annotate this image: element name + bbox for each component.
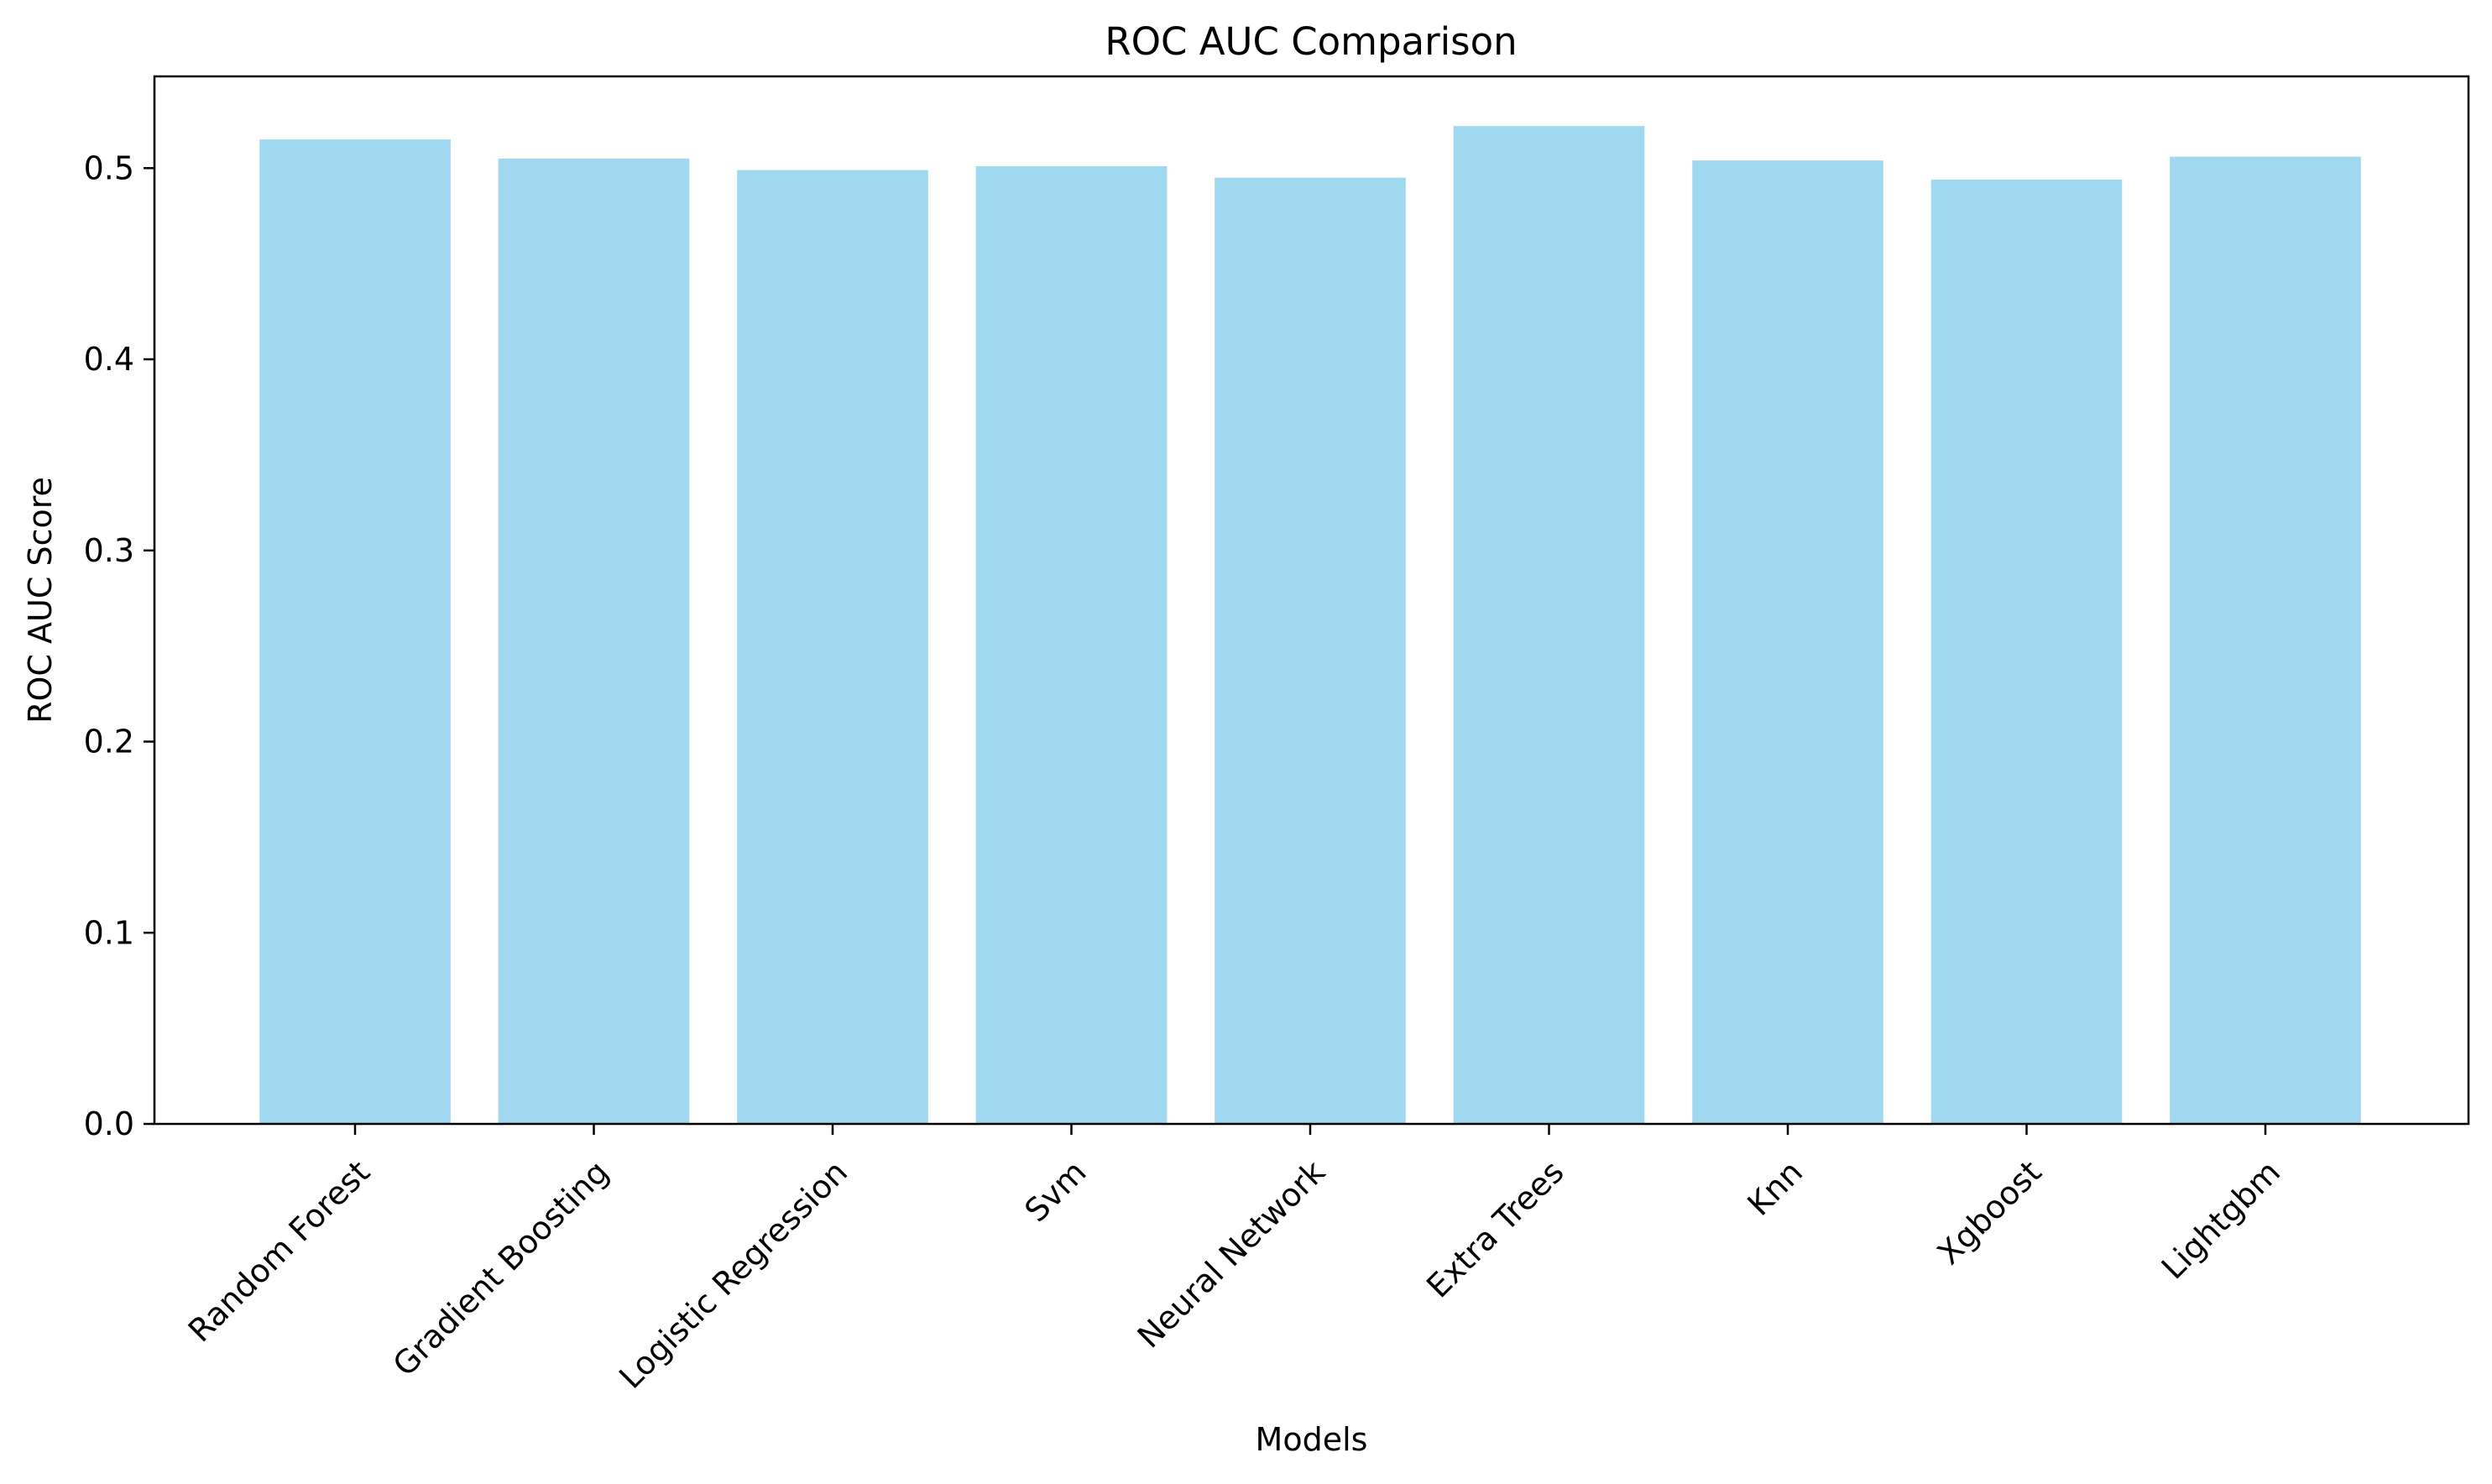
y-tick-label-5: 0.5 [84, 149, 134, 186]
y-tick-label-0: 0.0 [84, 1105, 134, 1142]
bar-svm [975, 166, 1168, 1124]
bar-random-forest [259, 139, 451, 1124]
bar-logistic-regression [737, 170, 928, 1124]
y-tick-label-2: 0.2 [84, 724, 134, 760]
x-tick-label-random-forest: Random Forest [181, 1153, 377, 1349]
bar-gradient-boosting [498, 158, 690, 1124]
bar-lightgbm [2170, 156, 2361, 1124]
bar-neural-network [1215, 177, 1406, 1125]
x-tick-label-svm: Svm [1017, 1153, 1093, 1229]
y-tick-label-3: 0.3 [84, 532, 134, 569]
x-tick-label-knn: Knn [1740, 1153, 1810, 1223]
bar-extra-trees [1453, 126, 1645, 1125]
plot-frame [153, 75, 2470, 1126]
bar-xgboost [1930, 179, 2123, 1124]
bars-layer [259, 126, 2361, 1125]
x-tick-label-logistic-regression: Logistic Regression [612, 1153, 854, 1396]
x-tick-label-neural-network: Neural Network [1131, 1153, 1332, 1355]
y-axis-ticks: 0.0 0.1 0.2 0.3 0.4 0.5 [84, 149, 154, 1142]
y-axis-label: ROC AUC Score [22, 477, 59, 724]
chart-title: ROC AUC Comparison [1105, 19, 1517, 64]
y-tick-label-4: 0.4 [84, 341, 134, 378]
x-tick-label-gradient-boosting: Gradient Boosting [386, 1153, 616, 1383]
bar-knn [1692, 160, 1883, 1125]
x-axis-label: Models [1256, 1421, 1368, 1458]
x-tick-label-lightgbm: Lightgbm [2155, 1153, 2287, 1286]
y-tick-label-1: 0.1 [84, 914, 134, 951]
x-tick-label-xgboost: Xgboost [1930, 1153, 2049, 1272]
x-tick-label-extra-trees: Extra Trees [1419, 1153, 1571, 1305]
